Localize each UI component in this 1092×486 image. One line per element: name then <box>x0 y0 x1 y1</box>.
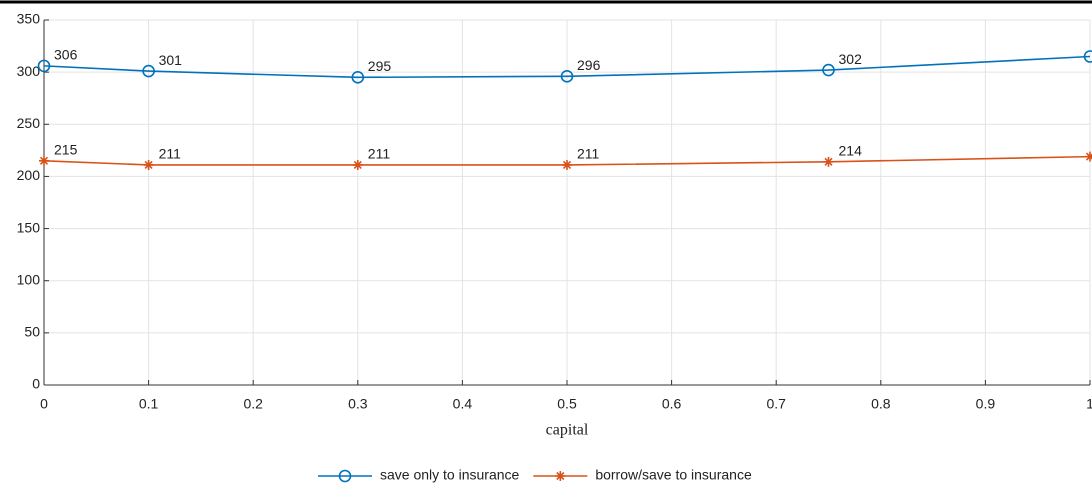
data-label: 215 <box>54 141 78 157</box>
x-tick-label: 0.4 <box>453 396 473 412</box>
x-tick-label: 0.3 <box>348 396 368 412</box>
marker <box>39 155 49 166</box>
marker <box>1083 50 1092 63</box>
marker <box>142 64 155 78</box>
data-label: 301 <box>159 52 183 68</box>
y-tick-label: 0 <box>32 376 40 392</box>
y-tick-label: 50 <box>24 324 40 340</box>
legend-marker <box>338 469 352 483</box>
marker <box>351 71 365 84</box>
data-label: 295 <box>368 58 392 74</box>
marker <box>37 59 51 73</box>
x-tick-label: 0.9 <box>976 396 996 412</box>
x-tick-label: 0.8 <box>871 396 891 412</box>
data-label: 211 <box>577 146 600 162</box>
legend-marker <box>555 471 566 481</box>
x-tick-label: 0.7 <box>766 396 786 412</box>
x-tick-label: 0.1 <box>139 396 159 412</box>
y-tick-label: 200 <box>17 167 41 183</box>
y-tick-label: 350 <box>17 11 41 27</box>
series-line <box>43 55 1091 79</box>
data-label: 306 <box>54 47 78 63</box>
y-tick-label: 300 <box>17 63 41 79</box>
data-label: 211 <box>368 146 391 162</box>
x-tick-label: 0.2 <box>243 396 263 412</box>
marker <box>352 159 363 170</box>
marker <box>823 156 834 167</box>
marker <box>822 63 835 77</box>
y-tick-label: 100 <box>17 271 41 287</box>
legend-label: save only to insurance <box>380 467 520 483</box>
x-axis-label: capital <box>546 422 589 439</box>
series-line <box>43 155 1091 166</box>
x-tick-label: 0 <box>40 396 48 412</box>
marker <box>1085 151 1092 162</box>
marker <box>143 159 154 170</box>
data-label: 296 <box>577 57 601 73</box>
x-tick-label: 0.5 <box>557 396 577 412</box>
y-tick-label: 250 <box>17 115 41 131</box>
marker <box>560 70 574 83</box>
data-label: 214 <box>839 143 863 159</box>
legend-label: borrow/save to insurance <box>595 467 752 483</box>
y-tick-label: 150 <box>17 219 41 235</box>
x-tick-label: 0.6 <box>662 396 682 412</box>
x-tick-label: 1 <box>1086 396 1092 412</box>
data-label: 302 <box>839 51 863 67</box>
marker <box>562 159 572 170</box>
data-label: 211 <box>159 146 182 162</box>
